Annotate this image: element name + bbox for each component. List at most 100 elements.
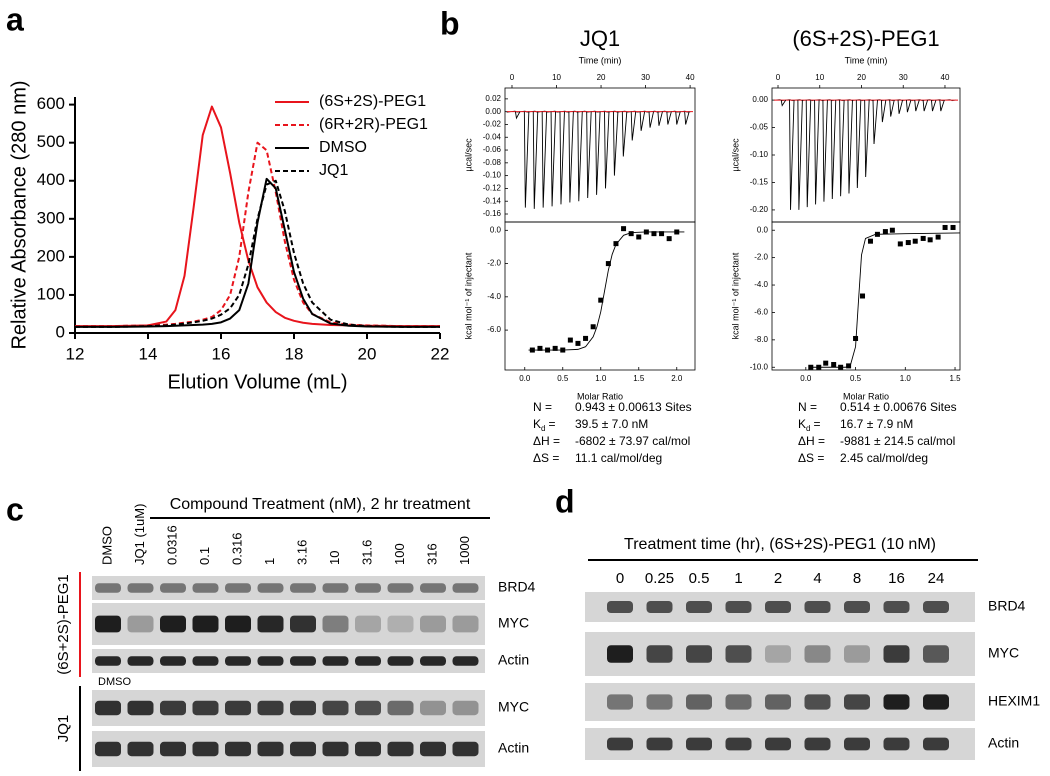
- lane-label: 0: [616, 570, 624, 587]
- blot-band: [192, 741, 219, 757]
- x-tick-label: 40: [686, 73, 695, 82]
- panel-label: c: [6, 491, 24, 527]
- injection-peak: [657, 111, 663, 126]
- stat-label: Kd =: [798, 417, 820, 433]
- legend-label: (6S+2S)-PEG1: [319, 93, 426, 110]
- lane-label: 2: [774, 570, 782, 587]
- legend-label: JQ1: [319, 162, 348, 179]
- x-tick-label: 12: [66, 344, 85, 363]
- y-tick-label: -0.05: [750, 123, 769, 132]
- blot-band: [225, 583, 251, 593]
- blot-band: [355, 741, 381, 757]
- stat-symbol: N =: [798, 400, 817, 414]
- data-point: [567, 337, 573, 343]
- blot-band: [225, 700, 251, 716]
- data-point: [643, 229, 649, 235]
- row-label: MYC: [498, 615, 529, 631]
- injection-peak: [914, 99, 920, 112]
- lane-label: DMSO: [99, 526, 114, 565]
- x-tick-label: 30: [641, 73, 650, 82]
- y-tick-label: -0.06: [483, 145, 502, 154]
- data-point: [545, 347, 551, 353]
- data-point: [575, 340, 581, 346]
- legend-label: DMSO: [319, 139, 367, 156]
- lane-label: 1: [262, 558, 277, 565]
- stat-symbol: N =: [533, 400, 552, 414]
- blot-band: [355, 700, 381, 716]
- x-axis-label: Molar Ratio: [577, 391, 623, 401]
- blot-strip: [92, 649, 485, 673]
- x-tick-label: 40: [941, 73, 950, 82]
- blot-band: [607, 737, 633, 751]
- y-tick-label: 0.00: [485, 107, 501, 116]
- y-tick-label: -0.10: [750, 150, 769, 159]
- stat-equals: =: [813, 417, 820, 431]
- x-tick-label: 0.5: [557, 374, 569, 383]
- data-point: [823, 360, 829, 366]
- blot-band: [725, 694, 752, 710]
- y-tick-label: 600: [37, 94, 65, 113]
- blot-band: [420, 741, 446, 757]
- x-axis-label: Molar Ratio: [843, 391, 889, 401]
- injection-peak: [523, 111, 530, 208]
- blot-band: [290, 583, 316, 593]
- stat-label: ΔH =: [798, 434, 825, 448]
- blot-strip: [92, 731, 485, 767]
- injection-peak: [847, 100, 853, 194]
- injection-peak: [639, 111, 646, 131]
- data-point: [860, 293, 866, 299]
- injection-peak: [864, 100, 870, 177]
- y-tick-label: -8.0: [754, 335, 768, 344]
- y-tick-label: 200: [37, 246, 65, 265]
- lane-label: 8: [853, 570, 861, 587]
- blot-band: [355, 615, 381, 633]
- blot-band: [452, 656, 479, 666]
- y-tick-label: 0: [56, 322, 65, 341]
- blot-band: [95, 741, 121, 757]
- injection-peak: [577, 111, 583, 202]
- data-point: [808, 364, 814, 370]
- blot-band: [646, 645, 673, 663]
- blot-band: [725, 601, 752, 613]
- data-point: [927, 237, 933, 243]
- blot-band: [844, 645, 870, 663]
- injection-peak: [872, 100, 878, 145]
- injection-peak: [595, 111, 601, 195]
- panel-title: (6S+2S)-PEG1: [792, 26, 939, 51]
- injection-peak: [889, 99, 895, 117]
- injection-peak: [568, 111, 574, 203]
- data-point: [838, 364, 844, 370]
- injection-peak: [880, 100, 887, 123]
- stat-value: 0.514 ± 0.00676 Sites: [840, 400, 957, 414]
- data-point: [651, 231, 657, 237]
- y-tick-label: 500: [37, 132, 65, 151]
- blot-band: [923, 694, 949, 710]
- blot-band: [883, 694, 910, 710]
- blot-band: [225, 741, 251, 757]
- stat-equals: =: [548, 417, 555, 431]
- blot-band: [883, 737, 910, 751]
- blot-band: [257, 656, 284, 666]
- y-tick-label: -0.10: [483, 171, 502, 180]
- blot-band: [452, 615, 479, 633]
- data-point: [666, 236, 672, 242]
- blot-strip: [92, 576, 485, 600]
- injection-peak: [630, 111, 637, 141]
- lane-label: 1000: [457, 536, 472, 565]
- injection-peak: [559, 111, 565, 205]
- blot-band: [452, 741, 479, 757]
- blot-band: [257, 583, 284, 593]
- blot-band: [95, 700, 121, 716]
- injection-peak: [839, 100, 845, 197]
- blot-band: [725, 737, 752, 751]
- x-axis-label: Time (min): [579, 55, 622, 65]
- y-tick-label: -0.20: [750, 205, 769, 214]
- blot-header: Treatment time (hr), (6S+2S)-PEG1 (10 nM…: [624, 536, 936, 553]
- blot-band: [387, 615, 414, 633]
- blot-band: [646, 737, 673, 751]
- legend-label: (6R+2R)-PEG1: [319, 116, 428, 133]
- lane-label: 24: [928, 570, 945, 587]
- data-point: [897, 241, 903, 247]
- data-point: [583, 335, 589, 341]
